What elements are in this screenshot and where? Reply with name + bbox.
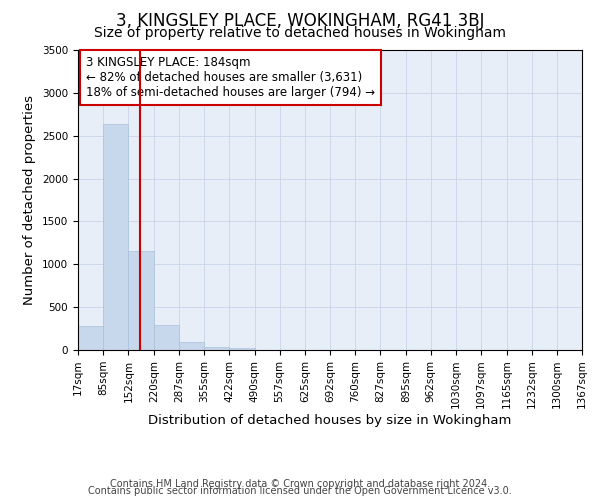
- Bar: [179, 342, 204, 350]
- Bar: [103, 124, 128, 350]
- Y-axis label: Number of detached properties: Number of detached properties: [23, 95, 37, 305]
- Bar: [128, 250, 154, 350]
- Text: 3, KINGSLEY PLACE, WOKINGHAM, RG41 3BJ: 3, KINGSLEY PLACE, WOKINGHAM, RG41 3BJ: [116, 12, 484, 30]
- Text: Contains public sector information licensed under the Open Government Licence v3: Contains public sector information licen…: [88, 486, 512, 496]
- Bar: [204, 346, 229, 350]
- Bar: [78, 326, 103, 350]
- X-axis label: Distribution of detached houses by size in Wokingham: Distribution of detached houses by size …: [148, 414, 512, 427]
- Text: Size of property relative to detached houses in Wokingham: Size of property relative to detached ho…: [94, 26, 506, 40]
- Bar: [154, 325, 179, 350]
- Text: 3 KINGSLEY PLACE: 184sqm
← 82% of detached houses are smaller (3,631)
18% of sem: 3 KINGSLEY PLACE: 184sqm ← 82% of detach…: [86, 56, 374, 99]
- Text: Contains HM Land Registry data © Crown copyright and database right 2024.: Contains HM Land Registry data © Crown c…: [110, 479, 490, 489]
- Bar: [229, 348, 254, 350]
